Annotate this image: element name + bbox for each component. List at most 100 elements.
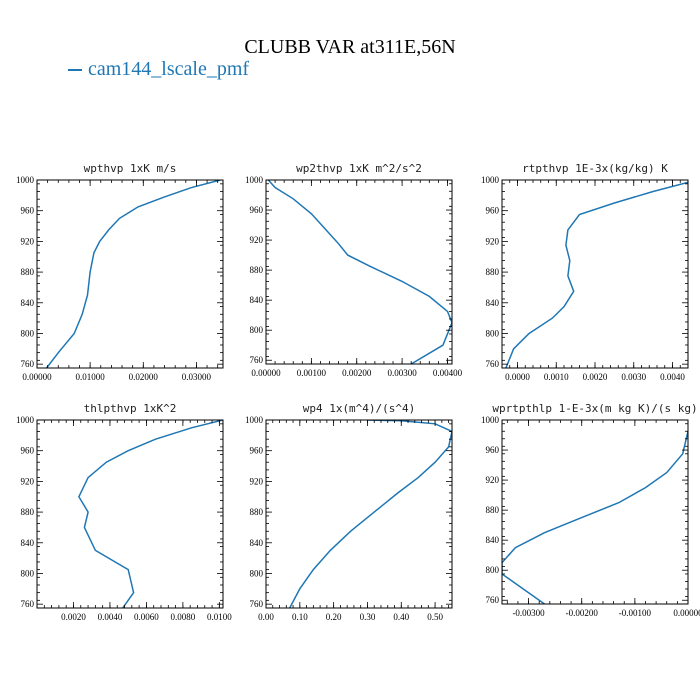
y-tick-label: 840 bbox=[21, 298, 35, 308]
x-tick-label: 0.10 bbox=[292, 612, 308, 622]
x-tick-label: 0.40 bbox=[393, 612, 409, 622]
panel-title: wprtpthlp 1-E-3x(m kg K)/(s kg) bbox=[492, 402, 697, 415]
x-tick-label: 0.00200 bbox=[342, 368, 372, 378]
y-tick-label: 1000 bbox=[245, 415, 264, 425]
panel-3: rtpthvp 1E-3x(kg/kg) K 760 800 840 880 920 960… bbox=[481, 162, 689, 382]
y-tick-label: 840 bbox=[21, 538, 35, 548]
x-tick-label: 0.0040 bbox=[98, 612, 123, 622]
panel-5: wp4 1x(m^4)/(s^4) 760 800 840 880 920 960 1000 0… bbox=[245, 402, 453, 622]
y-tick-label: 880 bbox=[21, 267, 35, 277]
y-tick-label: 1000 bbox=[245, 175, 264, 185]
y-tick-label: 1000 bbox=[16, 175, 35, 185]
x-tick-label: 0.03000 bbox=[182, 372, 212, 382]
x-tick-label: 0.00000 bbox=[251, 368, 281, 378]
x-tick-label: 0.00400 bbox=[433, 368, 463, 378]
series-line bbox=[46, 180, 221, 368]
plot-frame bbox=[265, 419, 453, 609]
plot-frame bbox=[265, 179, 453, 365]
y-tick-label: 840 bbox=[486, 298, 500, 308]
y-tick-label: 960 bbox=[486, 206, 500, 216]
x-tick-label: -0.00100 bbox=[619, 608, 652, 618]
plot-frame bbox=[36, 179, 224, 369]
y-tick-label: 800 bbox=[250, 325, 264, 335]
x-tick-label: 0.01000 bbox=[76, 372, 106, 382]
figure-title: CLUBB VAR at311E,56N bbox=[244, 36, 456, 58]
x-tick-label: -0.00200 bbox=[566, 608, 599, 618]
y-tick-label: 800 bbox=[486, 565, 500, 575]
x-tick-label: 0.0000 bbox=[505, 372, 530, 382]
panel-title: rtpthvp 1E-3x(kg/kg) K bbox=[522, 162, 668, 175]
y-tick-label: 960 bbox=[486, 445, 500, 455]
y-tick-label: 920 bbox=[21, 236, 35, 246]
y-tick-label: 760 bbox=[250, 599, 264, 609]
x-tick-label: 0.02000 bbox=[129, 372, 159, 382]
panel-6: wprtpthlp 1-E-3x(m kg K)/(s kg) 760 800 840… bbox=[481, 402, 700, 618]
series-line bbox=[289, 420, 452, 608]
x-tick-label: 0.0040 bbox=[660, 372, 685, 382]
x-tick-label: 0.0030 bbox=[621, 372, 646, 382]
y-tick-label: 760 bbox=[250, 355, 264, 365]
panel-title: thlpthvp 1xK^2 bbox=[84, 402, 177, 415]
legend-label: cam144_lscale_pmf bbox=[88, 58, 250, 80]
y-tick-label: 840 bbox=[486, 535, 500, 545]
x-tick-label: 0.20 bbox=[326, 612, 342, 622]
y-tick-label: 920 bbox=[486, 236, 500, 246]
legend: cam144_lscale_pmf bbox=[68, 58, 249, 81]
y-tick-label: 760 bbox=[486, 359, 500, 369]
y-tick-label: 960 bbox=[21, 446, 35, 456]
x-tick-label: 0.0100 bbox=[207, 612, 232, 622]
y-tick-label: 760 bbox=[21, 599, 35, 609]
y-tick-label: 1000 bbox=[481, 175, 500, 185]
x-tick-label: 0.50 bbox=[427, 612, 443, 622]
y-tick-label: 880 bbox=[486, 267, 500, 277]
plot-frame bbox=[501, 179, 689, 369]
x-tick-label: 0.0020 bbox=[583, 372, 608, 382]
series-line bbox=[78, 420, 223, 608]
y-tick-label: 1000 bbox=[481, 415, 500, 425]
x-tick-label: 0.0060 bbox=[134, 612, 159, 622]
y-tick-label: 960 bbox=[250, 205, 264, 215]
series-line bbox=[267, 180, 452, 364]
panel-title: wp4 1x(m^4)/(s^4) bbox=[303, 402, 416, 415]
y-tick-label: 920 bbox=[250, 476, 264, 486]
x-tick-label: 0.00000 bbox=[22, 372, 52, 382]
panel-2: wp2thvp 1xK m^2/s^2 760 800 840 880 920 960 100… bbox=[245, 162, 463, 378]
series-line bbox=[505, 181, 688, 368]
x-tick-label: 0.00000 bbox=[673, 608, 700, 618]
y-tick-label: 840 bbox=[250, 295, 264, 305]
x-tick-label: 0.00 bbox=[258, 612, 274, 622]
panel-1: wpthvp 1xK m/s 760 800 840 880 920 960 1000 0.00… bbox=[16, 162, 224, 382]
y-tick-label: 960 bbox=[21, 206, 35, 216]
x-tick-label: 0.00100 bbox=[297, 368, 327, 378]
x-tick-label: 0.0080 bbox=[171, 612, 196, 622]
x-tick-label: -0.00300 bbox=[512, 608, 545, 618]
panel-title: wp2thvp 1xK m^2/s^2 bbox=[296, 162, 422, 175]
plot-frame bbox=[36, 419, 224, 609]
x-tick-label: 0.30 bbox=[360, 612, 376, 622]
y-tick-label: 760 bbox=[21, 359, 35, 369]
series-line bbox=[502, 431, 688, 604]
panel-4: thlpthvp 1xK^2 760 800 840 880 920 960 1000 0.00… bbox=[16, 402, 232, 622]
y-tick-label: 920 bbox=[250, 235, 264, 245]
y-tick-label: 960 bbox=[250, 446, 264, 456]
x-tick-label: 0.0020 bbox=[61, 612, 86, 622]
y-tick-label: 800 bbox=[21, 328, 35, 338]
x-tick-label: 0.0010 bbox=[544, 372, 569, 382]
y-tick-label: 880 bbox=[21, 507, 35, 517]
y-tick-label: 760 bbox=[486, 595, 500, 605]
x-tick-label: 0.00300 bbox=[387, 368, 417, 378]
legend-line-swatch bbox=[68, 69, 82, 72]
plot-frame bbox=[501, 419, 689, 605]
y-tick-label: 800 bbox=[21, 568, 35, 578]
y-tick-label: 1000 bbox=[16, 415, 35, 425]
y-tick-label: 880 bbox=[250, 507, 264, 517]
y-tick-label: 840 bbox=[250, 538, 264, 548]
y-tick-label: 800 bbox=[250, 568, 264, 578]
y-tick-label: 880 bbox=[250, 265, 264, 275]
y-tick-label: 920 bbox=[21, 476, 35, 486]
y-tick-label: 800 bbox=[486, 328, 500, 338]
panel-title: wpthvp 1xK m/s bbox=[84, 162, 177, 175]
y-tick-label: 880 bbox=[486, 505, 500, 515]
y-tick-label: 920 bbox=[486, 475, 500, 485]
